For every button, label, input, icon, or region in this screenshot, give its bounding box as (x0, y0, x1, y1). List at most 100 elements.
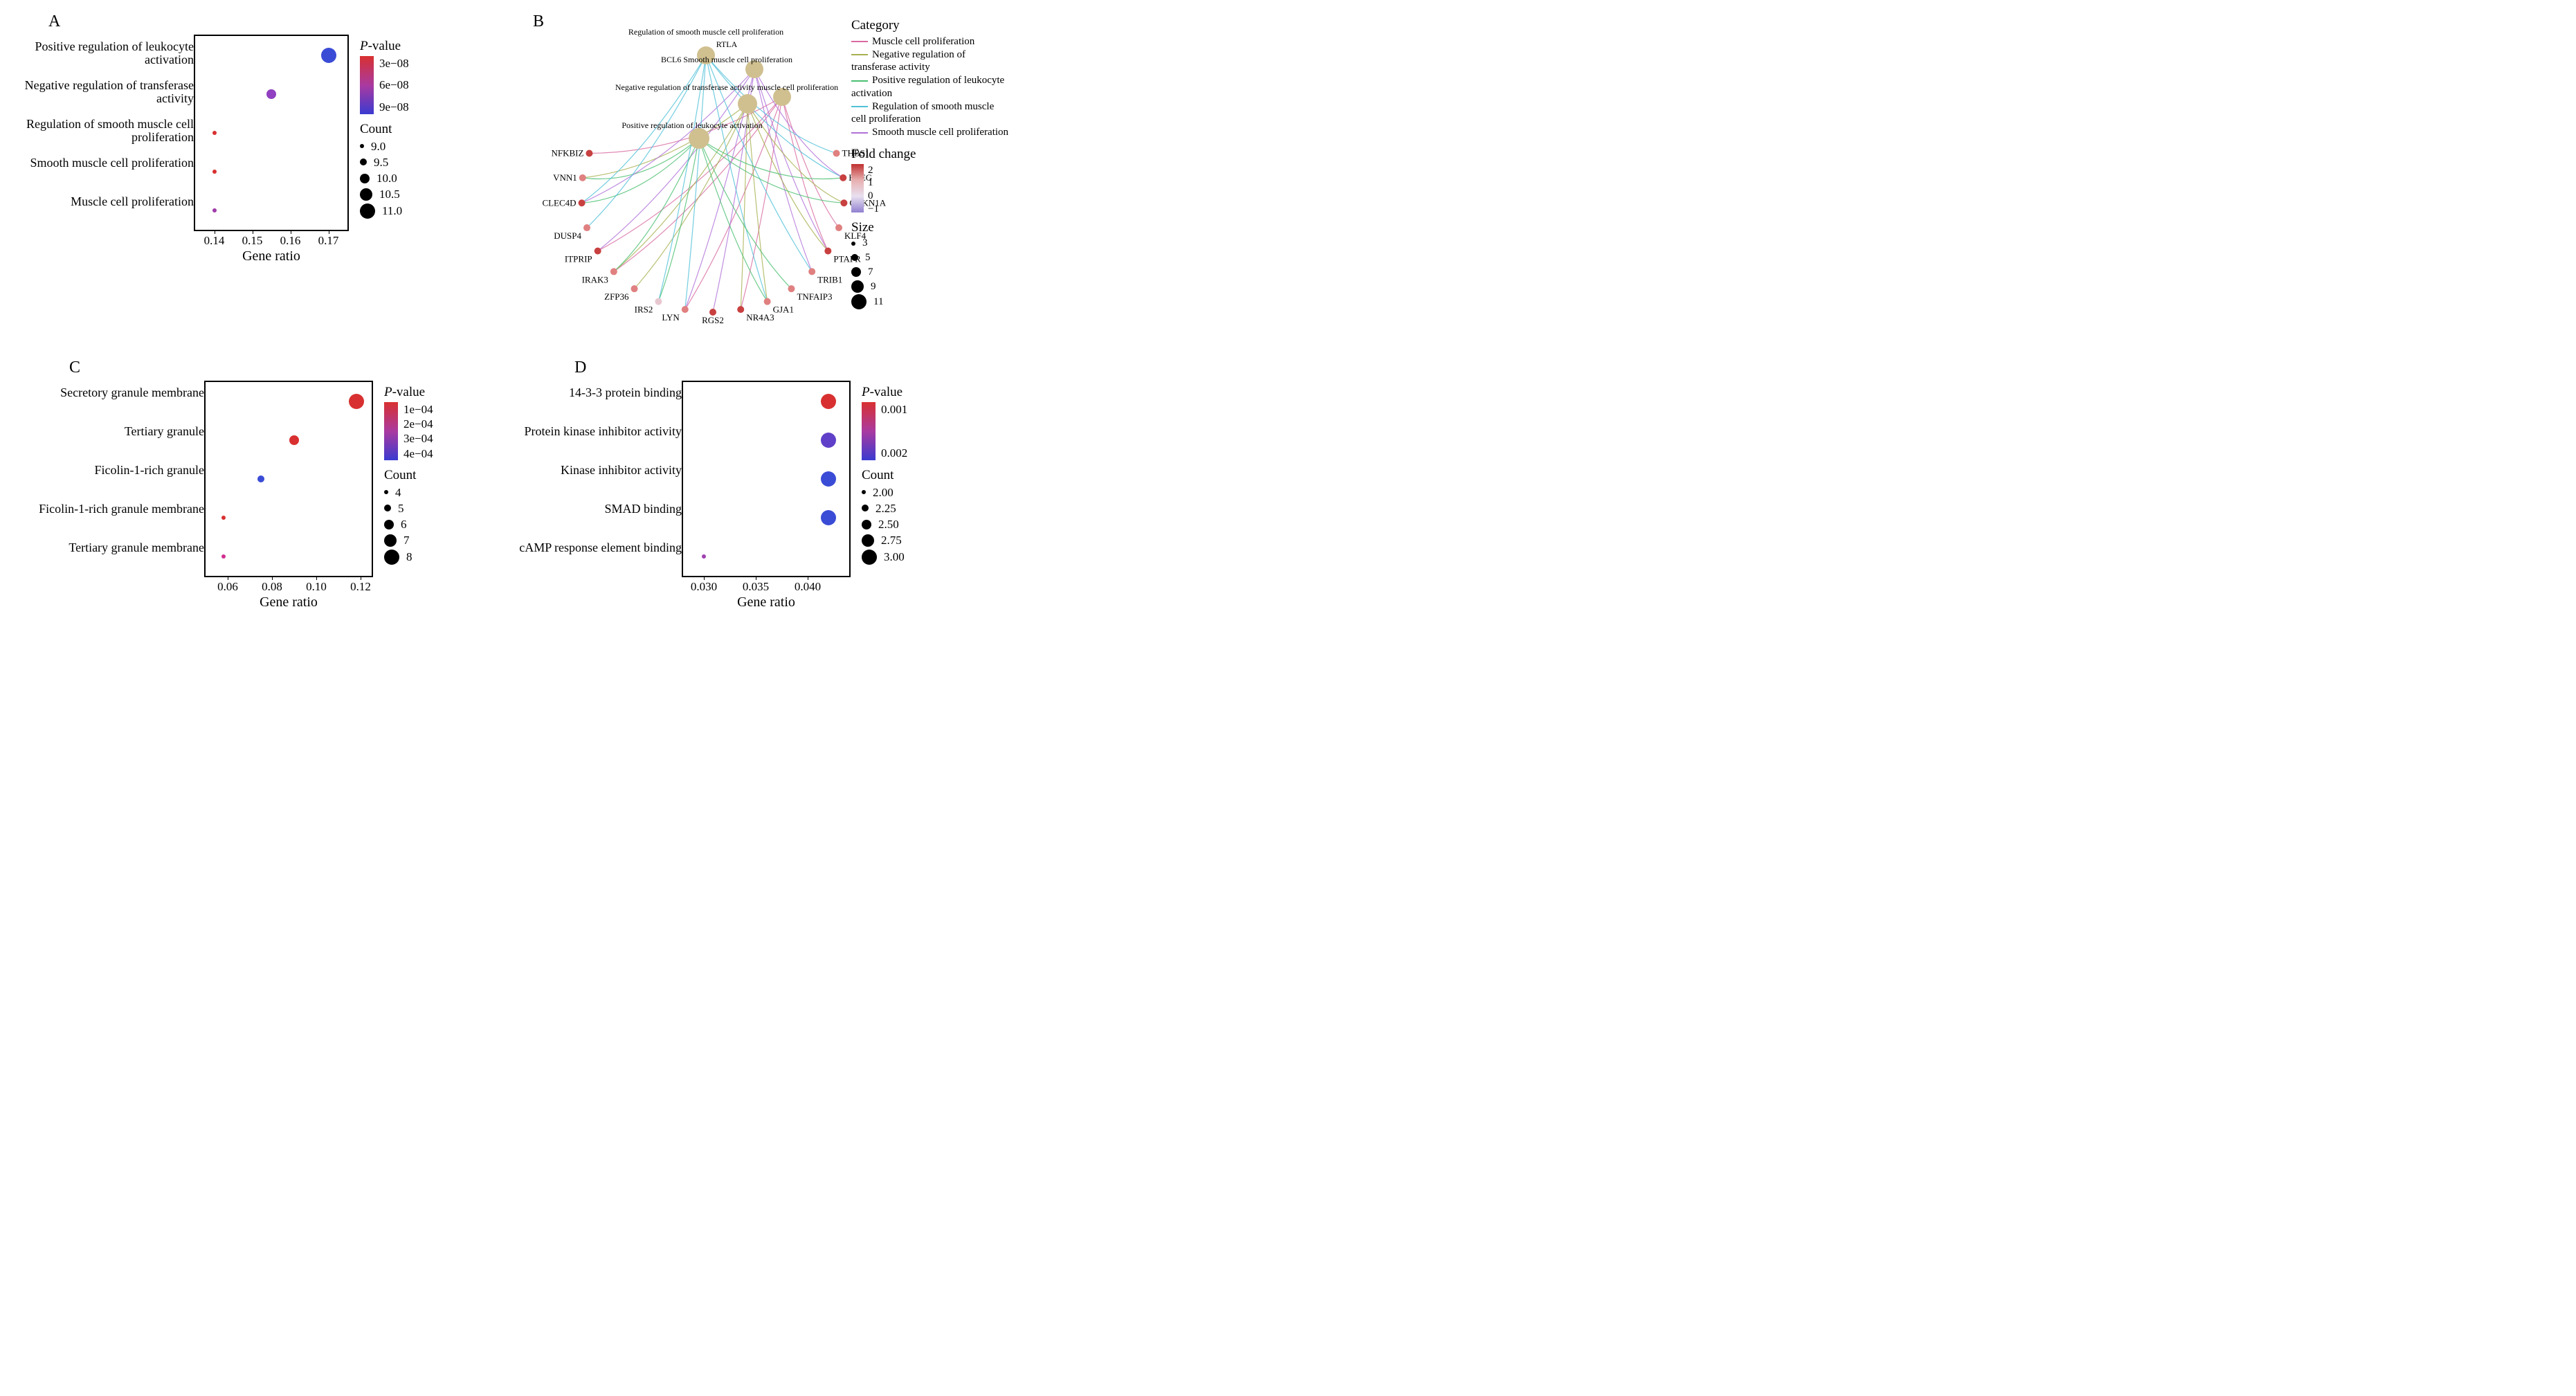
network-edge (741, 104, 747, 309)
count-legend-label: 10.5 (379, 187, 400, 201)
dot-row-label: Negative regulation of transferase activ… (14, 79, 199, 105)
category-legend-label: Regulation of smooth muscle cell prolife… (851, 101, 994, 125)
xtick-label: 0.030 (691, 580, 717, 594)
gene-label: IRS2 (635, 305, 653, 315)
foldchange-tick: 2 (868, 164, 879, 177)
dot-row-label: Ficolin-1-rich granule membrane (14, 502, 210, 516)
pvalue-tick: 0.001 (881, 402, 907, 417)
category-label: Regulation of smooth muscle cell prolife… (628, 27, 783, 37)
dot-row-label: Ficolin-1-rich granule (14, 464, 210, 477)
pvalue-tick: 3e−04 (403, 431, 433, 446)
gene-node (682, 306, 689, 313)
dot-legend: P-value3e−086e−089e−08Count9.09.510.010.… (360, 38, 409, 220)
pvalue-colorbar (360, 56, 374, 114)
count-legend-row: 2.00 (862, 485, 907, 500)
gene-node (788, 285, 795, 292)
category-legend-row: Muscle cell proliferation (851, 35, 1010, 48)
count-legend-row: 2.50 (862, 517, 907, 532)
category-label: BCL6 Smooth muscle cell proliferation (661, 55, 792, 64)
count-legend-label: 2.50 (878, 517, 899, 532)
size-legend-label: 3 (862, 237, 868, 250)
count-legend-row: 7 (384, 533, 433, 547)
xtick-label: 0.12 (350, 580, 371, 594)
category-legend-swatch (851, 41, 868, 42)
count-legend-dot (384, 520, 394, 529)
gene-label: IRAK3 (582, 274, 608, 284)
category-node (738, 94, 757, 114)
count-legend-row: 9.0 (360, 139, 409, 154)
category-legend-swatch (851, 54, 868, 55)
count-legend-dot (862, 520, 871, 529)
category-legend-label: Negative regulation of transferase activ… (851, 49, 965, 73)
gene-label: TNFAIP3 (797, 291, 832, 302)
gene-label: TRIB1 (817, 274, 842, 284)
size-legend-row: 5 (851, 251, 1010, 264)
dot-row-label: Tertiary granule (14, 425, 210, 438)
dot-row-label: Secretory granule membrane (14, 386, 210, 399)
count-legend-label: 10.0 (377, 171, 397, 185)
category-node (689, 128, 709, 149)
count-legend-label: 9.5 (374, 155, 388, 170)
category-label: Negative regulation of transferase activ… (615, 82, 838, 92)
xtick-label: 0.035 (743, 580, 769, 594)
panel-a-label: A (48, 12, 60, 31)
network-edge (583, 138, 699, 179)
legend-b-foldchange-title: Fold change (851, 146, 1010, 163)
gene-node (579, 199, 586, 206)
gene-node (737, 306, 744, 313)
dot-row-label: Positive regulation of leukocyte activat… (14, 40, 199, 66)
xtick-label: 0.14 (204, 234, 225, 248)
dot-point (212, 208, 217, 212)
panel-c: C Secretory granule membraneTertiary gra… (14, 360, 505, 630)
legend-b-category-title: Category (851, 17, 1010, 34)
gene-node (595, 248, 601, 255)
pvalue-tick: 2e−04 (403, 417, 433, 431)
count-legend-dot (862, 550, 877, 565)
size-legend-dot (851, 294, 867, 309)
legend-count-title: Count (862, 467, 907, 484)
pvalue-tick: 0.002 (881, 446, 907, 460)
count-legend-dot (384, 490, 388, 494)
dot-point (212, 131, 217, 135)
count-legend-label: 9.0 (371, 139, 386, 154)
panel-b-label: B (533, 12, 544, 31)
pvalue-colorbar (862, 402, 876, 460)
size-legend-row: 3 (851, 237, 1010, 250)
count-legend-dot (862, 490, 866, 494)
xtick-label: 0.17 (318, 234, 339, 248)
gene-label: CLEC4D (542, 197, 576, 208)
gene-node (764, 298, 771, 305)
x-axis-label: Gene ratio (242, 248, 300, 264)
pvalue-tick: 3e−08 (379, 56, 409, 71)
count-legend-dot (862, 534, 874, 547)
dot-point (702, 554, 706, 559)
panel-d-label: D (574, 359, 586, 377)
gene-node (833, 150, 840, 157)
size-legend-row: 7 (851, 266, 1010, 279)
count-legend-label: 11.0 (382, 203, 402, 218)
size-legend-dot (851, 242, 855, 246)
dot-row-label: Regulation of smooth muscle cell prolife… (14, 118, 199, 144)
dot-plot-box: 0.060.080.100.12Gene ratio (204, 381, 373, 577)
gene-node (840, 174, 846, 181)
dot-row-label: Muscle cell proliferation (14, 195, 199, 208)
size-legend-label: 5 (865, 251, 871, 264)
size-legend-row: 9 (851, 280, 1010, 293)
count-legend-row: 2.75 (862, 533, 907, 547)
size-legend-label: 7 (868, 266, 873, 279)
count-legend-label: 3.00 (884, 550, 905, 564)
dot-point (289, 435, 299, 445)
dot-point (212, 170, 217, 174)
dot-point (221, 554, 226, 559)
dot-point (321, 48, 336, 63)
size-legend-dot (851, 280, 864, 293)
category-legend-label: Smooth muscle cell proliferation (872, 127, 1008, 138)
gene-label: VNN1 (553, 172, 577, 183)
count-legend-dot (862, 505, 869, 511)
dot-plot-box: 0.140.150.160.17Gene ratio (194, 35, 349, 231)
category-legend-label: Positive regulation of leukocyte activat… (851, 75, 1004, 99)
dot-point (257, 475, 264, 482)
category-legend-row: Negative regulation of transferase activ… (851, 48, 1010, 75)
dot-row-label: 14-3-3 protein binding (519, 386, 687, 399)
count-legend-row: 8 (384, 550, 433, 565)
